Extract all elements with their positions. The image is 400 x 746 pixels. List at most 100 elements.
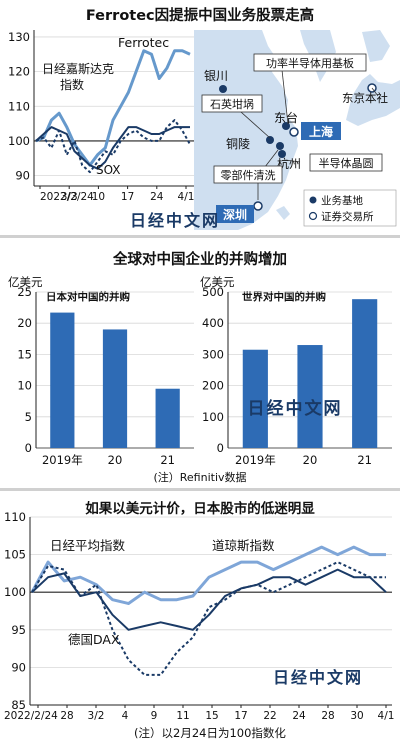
panel2-note: (注）Refinitiv数据: [153, 470, 246, 484]
panel1-axes: 90 100 110 120 130 2022/2/243/3 10 17 24 4/1: [8, 30, 194, 203]
y-tick-label: 15: [17, 347, 32, 361]
map-tokyo: 东京本社: [342, 91, 388, 105]
usd-stocks-svg: 如果以美元计价，日本股市的低迷明显 85 90 95 100 105 110 2022/2/…: [4, 500, 394, 740]
y-tick-label: 100: [8, 134, 30, 148]
watermark-2: 日经中文网: [248, 398, 343, 419]
y-tick-label: 500: [202, 285, 224, 299]
x-tick-label: 20: [108, 453, 123, 467]
series-line-nikkei: [31, 568, 387, 631]
panel3-note: (注）以2月24日为100指数化: [134, 726, 286, 740]
map-shenzhen: 深圳: [223, 207, 247, 222]
y-tick-label: 110: [4, 510, 26, 524]
bar-chart-world: 0 100 200 300 400 500 2019年 20 21: [202, 285, 392, 467]
panel1-lines: [35, 49, 191, 174]
x-tick-label: 17: [234, 710, 247, 722]
y-tick-label: 20: [17, 316, 32, 330]
y-tick-label: 130: [8, 30, 30, 44]
legend-base: 业务基地: [321, 194, 363, 207]
x-tick-label: 2022/2/24: [4, 710, 58, 722]
bar: [50, 312, 75, 448]
x-tick-label: 4: [122, 710, 129, 722]
panel2-title: 全球对中国企业的并购增加: [112, 250, 287, 268]
x-tick-label: 24: [292, 710, 306, 722]
panel3-lines: [30, 545, 387, 676]
bar: [352, 299, 378, 448]
y-tick-label: 100: [202, 410, 224, 424]
label-dow: 道琼斯指数: [212, 538, 275, 553]
y-tick-label: 105: [4, 548, 26, 562]
mna-svg: 全球对中国企业的并购增加 亿美元 亿美元 日本对中国的并购 世界对中国的并购 0…: [8, 250, 392, 484]
bar: [297, 345, 323, 448]
map-quartz: 石英坩埚: [210, 97, 254, 111]
x-tick-label: 2019年: [42, 453, 83, 467]
x-tick-label: 21: [160, 453, 175, 467]
china-map: 银川 功率半导体用基板 石英坩埚 东台 上海 铜陵 杭州 半导体晶圆 零部件清洗…: [194, 30, 400, 230]
map-parts: 零部件清洗: [221, 168, 276, 182]
y-tick-label: 95: [11, 623, 26, 637]
map-power-substrate: 功率半导体用基板: [266, 56, 354, 70]
y-tick-label: 0: [217, 441, 224, 455]
y-tick-label: 120: [8, 65, 30, 79]
label-ferrotec: Ferrotec: [118, 35, 169, 50]
label-jasdaq-line1: 日经嘉斯达克: [42, 62, 114, 76]
x-tick-label: 2022/2/24: [40, 191, 94, 203]
series-line-jasdaq: [35, 126, 190, 170]
mna-panel: 全球对中国企业的并购增加 亿美元 亿美元 日本对中国的并购 世界对中国的并购 0…: [0, 240, 400, 485]
x-tick-label: 2019年: [235, 453, 276, 467]
x-tick-label: 11: [176, 710, 189, 722]
x-tick-label: 28: [321, 710, 334, 722]
y-tick-label: 400: [202, 316, 224, 330]
x-tick-label: 3/3: [61, 191, 78, 203]
y-tick-label: 25: [17, 285, 32, 299]
y-tick-label: 200: [202, 379, 224, 393]
usd-stocks-panel: 如果以美元计价，日本股市的低迷明显 85 90 95 100 105 110 2022/2/…: [0, 495, 400, 742]
watermark-3: 日经中文网: [273, 668, 363, 687]
y-tick-label: 90: [15, 169, 30, 183]
x-tick-label: 21: [357, 453, 372, 467]
y-tick-label: 5: [25, 410, 32, 424]
bar: [155, 388, 180, 448]
x-tick-label: 24: [150, 191, 164, 203]
series-line-ferrotec: [35, 49, 191, 167]
subchart-right-title: 世界对中国的并购: [242, 290, 326, 303]
divider-2: [0, 488, 400, 491]
watermark-1: 日经中文网: [130, 211, 220, 230]
map-yinchuan: 银川: [204, 69, 228, 83]
subchart-left-title: 日本对中国的并购: [46, 290, 130, 303]
unit-right: 亿美元: [200, 275, 235, 289]
x-tick-label: 17: [121, 191, 134, 203]
divider-1: [0, 235, 400, 238]
x-tick-label: 4/1: [178, 191, 195, 203]
map-hangzhou: 杭州: [277, 156, 301, 171]
panel3-title: 如果以美元计价，日本股市的低迷明显: [85, 500, 315, 517]
x-tick-label: 10: [92, 191, 105, 203]
bar: [242, 349, 268, 448]
label-nikkei: 日经平均指数: [50, 538, 126, 553]
x-tick-label: 22: [263, 710, 276, 722]
panel1-title: Ferrotec因提振中国业务股票走高: [86, 6, 314, 24]
x-tick-label: 30: [350, 710, 363, 722]
x-tick-label: 15: [205, 710, 218, 722]
legend-exchange: 证券交易所: [321, 210, 374, 223]
y-tick-label: 0: [25, 441, 32, 455]
y-tick-label: 85: [11, 698, 26, 712]
x-tick-label: 20: [303, 453, 318, 467]
label-sox: SOX: [96, 163, 121, 177]
map-dongtai: 东台: [274, 110, 298, 125]
label-dax: 德国DAX: [68, 632, 120, 647]
y-tick-label: 110: [8, 99, 30, 113]
x-tick-label: 4/1: [378, 710, 395, 722]
series-line-dow: [30, 545, 386, 605]
label-jasdaq: 日经嘉斯达克 指数: [42, 62, 118, 92]
y-tick-label: 10: [17, 379, 32, 393]
bar-chart-japan: 0 5 10 15 20 25 2019年 20 21: [17, 285, 194, 467]
unit-left: 亿美元: [8, 275, 43, 289]
x-tick-label: 3/2: [88, 710, 105, 722]
map-tongling: 铜陵: [226, 136, 250, 151]
y-tick-label: 300: [202, 347, 224, 361]
y-tick-label: 100: [4, 585, 26, 599]
x-tick-label: 28: [60, 710, 73, 722]
ferrotec-panel: Ferrotec因提振中国业务股票走高 90 100 110 120 130 2022/2…: [0, 0, 400, 232]
x-tick-label: 9: [151, 710, 158, 722]
